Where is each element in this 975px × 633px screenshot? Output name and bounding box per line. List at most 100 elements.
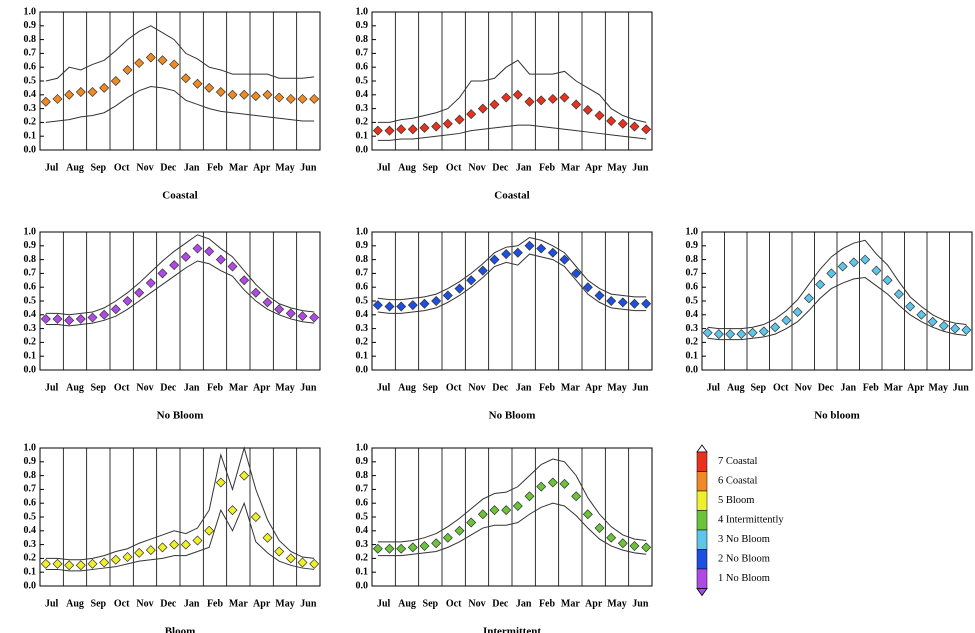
- data-point: [489, 99, 500, 110]
- data-point: [792, 307, 803, 318]
- y-tick-label: 0.0: [24, 144, 37, 155]
- data-point: [961, 324, 972, 335]
- x-tick-label: Feb: [539, 162, 556, 173]
- data-point: [145, 545, 156, 556]
- data-point: [285, 93, 296, 104]
- data-point: [180, 73, 191, 84]
- y-tick-label: 0.7: [686, 268, 699, 279]
- x-tick-label: Nov: [468, 162, 485, 173]
- x-tick-label: Feb: [539, 382, 556, 393]
- data-point: [489, 254, 500, 265]
- data-point: [617, 297, 628, 308]
- colorbar-swatch: [696, 471, 708, 492]
- y-tick-label: 0.9: [356, 456, 369, 467]
- x-tick-label: Sep: [91, 382, 107, 393]
- data-point: [192, 535, 203, 546]
- data-point: [466, 109, 477, 120]
- data-point: [75, 87, 86, 98]
- y-tick-label: 0.9: [356, 20, 369, 31]
- data-point: [75, 560, 86, 571]
- data-point: [582, 104, 593, 115]
- y-tick-label: 0.5: [24, 75, 37, 86]
- data-point: [239, 275, 250, 286]
- x-tick-label: May: [929, 382, 948, 393]
- y-tick-label: 0.1: [356, 350, 369, 361]
- data-point: [309, 93, 320, 104]
- colorbar-swatch: [696, 568, 708, 589]
- x-tick-label: Sep: [423, 598, 439, 609]
- data-point: [606, 532, 617, 543]
- envelope-line: [377, 236, 647, 301]
- data-point: [524, 96, 535, 107]
- x-tick-label: May: [275, 162, 294, 173]
- data-point: [297, 557, 308, 568]
- data-point: [419, 540, 430, 551]
- y-tick-label: 0.7: [24, 48, 37, 59]
- y-tick-label: 0.5: [356, 75, 369, 86]
- y-tick-label: 0.5: [686, 295, 699, 306]
- x-tick-label: May: [275, 598, 294, 609]
- data-point: [122, 64, 133, 75]
- data-point: [192, 78, 203, 89]
- x-tick-label: Sep: [423, 162, 439, 173]
- y-tick-label: 0.2: [24, 117, 37, 128]
- data-point: [122, 296, 133, 306]
- x-tick-label: Nov: [795, 382, 812, 393]
- y-tick-label: 0.6: [24, 497, 37, 508]
- data-point: [559, 254, 570, 265]
- data-point: [547, 93, 558, 104]
- data-point: [227, 505, 238, 516]
- data-point: [702, 327, 713, 338]
- x-tick-label: Nov: [136, 162, 153, 173]
- data-point: [725, 329, 736, 340]
- data-point: [594, 523, 605, 534]
- data-point: [262, 89, 273, 100]
- data-point: [893, 289, 904, 300]
- data-point: [87, 87, 98, 98]
- y-tick-label: 0.4: [24, 89, 37, 100]
- envelope-line: [45, 446, 315, 561]
- data-point: [559, 92, 570, 103]
- data-point: [40, 558, 51, 569]
- x-tick-label: Mar: [561, 382, 580, 393]
- data-point: [122, 552, 133, 563]
- data-point: [617, 118, 628, 129]
- x-tick-label: Feb: [207, 382, 224, 393]
- envelope-line: [377, 59, 647, 123]
- y-tick-label: 0.9: [24, 240, 37, 251]
- data-point: [629, 540, 640, 551]
- x-tick-label: Aug: [66, 162, 84, 173]
- x-tick-label: Sep: [91, 162, 107, 173]
- x-tick-label: Oct: [446, 162, 462, 173]
- x-tick-label: Jan: [184, 162, 200, 173]
- x-tick-label: Mar: [229, 162, 248, 173]
- y-tick-label: 0.9: [356, 240, 369, 251]
- data-point: [64, 315, 75, 326]
- x-tick-label: Jul: [377, 598, 391, 609]
- x-tick-label: Jan: [516, 598, 532, 609]
- x-tick-label: Dec: [492, 382, 509, 393]
- data-point: [204, 246, 215, 257]
- y-tick-label: 0.4: [356, 309, 369, 320]
- data-point: [145, 52, 156, 63]
- data-point: [372, 543, 383, 554]
- data-point: [466, 517, 477, 528]
- data-point: [192, 243, 203, 254]
- data-point: [285, 553, 296, 564]
- data-point: [262, 297, 273, 308]
- data-point: [454, 525, 465, 536]
- data-point: [52, 313, 63, 324]
- data-point: [882, 275, 893, 286]
- data-point: [571, 491, 582, 502]
- data-point: [262, 532, 273, 543]
- data-point: [180, 251, 191, 262]
- data-point: [75, 313, 86, 324]
- y-tick-label: 1.0: [24, 226, 37, 237]
- data-point: [110, 304, 121, 315]
- x-tick-label: Apr: [253, 382, 271, 393]
- envelope-line: [377, 458, 647, 543]
- y-tick-label: 0.4: [356, 525, 369, 536]
- legend-label: 5 Bloom: [718, 495, 754, 506]
- data-point: [134, 287, 145, 298]
